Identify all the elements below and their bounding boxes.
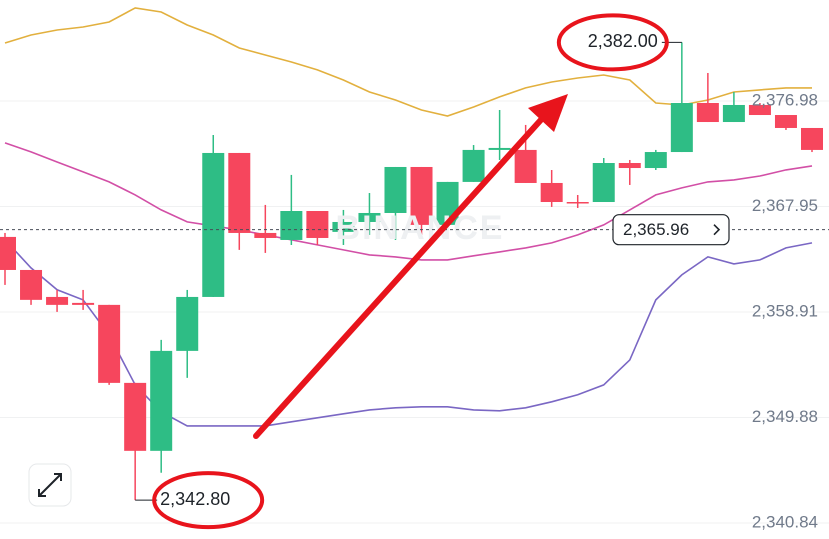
candle-body	[514, 149, 537, 183]
candle-body	[566, 202, 589, 204]
chevron-icon	[713, 224, 721, 236]
expand-icon[interactable]	[38, 473, 62, 497]
candle-body	[306, 210, 329, 238]
candle-body	[592, 163, 615, 203]
candle-body	[150, 350, 173, 451]
candle-body	[540, 182, 563, 203]
candle-body	[696, 102, 719, 123]
expand-button[interactable]	[28, 463, 72, 507]
candle-body	[384, 166, 407, 213]
last-price-label: 2,365.96	[623, 220, 689, 239]
y-tick-label: 2,358.91	[752, 301, 818, 320]
candle-body	[0, 236, 16, 270]
plot	[0, 7, 829, 524]
arrow-head	[528, 94, 568, 132]
watermark: BINANCE	[336, 209, 505, 247]
candle-body	[46, 296, 69, 305]
candle-body	[618, 163, 641, 169]
candle-body	[801, 127, 823, 150]
candle-body	[462, 149, 485, 182]
last-price-box	[612, 214, 730, 246]
candle-body	[124, 382, 147, 451]
candle-body	[280, 210, 303, 240]
candle-body	[774, 115, 797, 128]
candle-body	[98, 304, 121, 383]
candle-body	[254, 232, 277, 238]
y-tick-label: 2,340.84	[752, 512, 818, 531]
candle-body	[748, 104, 771, 116]
candle-body	[202, 152, 225, 297]
y-tick-label: 2,367.95	[752, 196, 818, 215]
candle-body	[20, 269, 43, 300]
candle-body	[358, 212, 381, 222]
annotation-label: 2,342.80	[160, 489, 230, 509]
candle-body	[644, 152, 667, 169]
candle-body	[332, 221, 355, 232]
candle-body	[228, 152, 251, 233]
candle-body	[670, 102, 693, 153]
band-line	[4, 142, 813, 261]
y-tick-label: 2,376.98	[752, 90, 818, 109]
candle-body	[722, 104, 745, 123]
candle-body	[488, 147, 511, 150]
candle-body	[176, 296, 199, 351]
highlight-circle	[152, 471, 265, 530]
band-line	[4, 7, 812, 117]
y-tick-label: 2,349.88	[752, 407, 818, 426]
candle-body	[410, 166, 433, 225]
highlight-circle	[556, 13, 669, 72]
annotation-label: 2,382.00	[588, 31, 658, 51]
arrow-shaft	[253, 109, 551, 439]
candle-body	[72, 302, 95, 305]
